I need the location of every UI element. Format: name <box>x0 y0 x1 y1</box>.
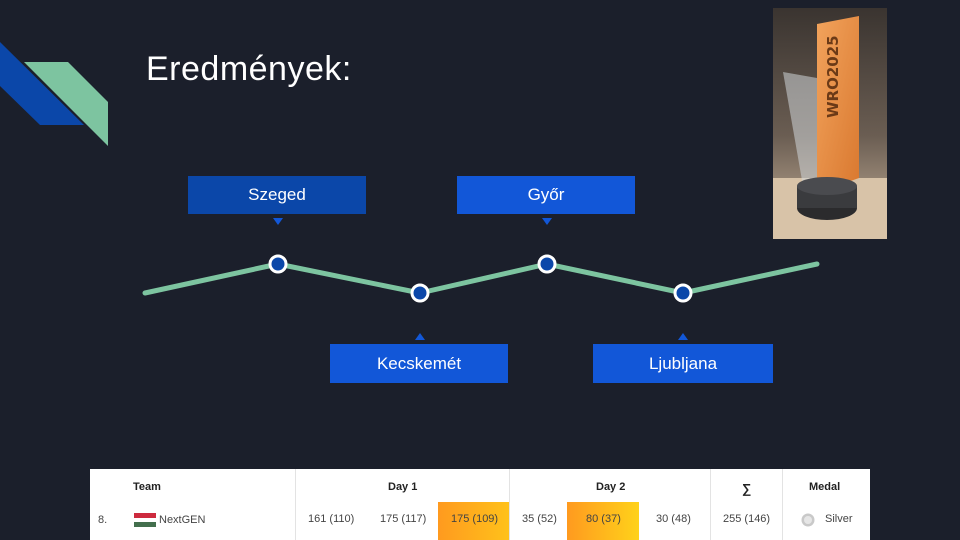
hungary-flag-icon <box>134 513 156 527</box>
pointer-ljubljana <box>678 333 688 340</box>
trophy-text: WRO2025 <box>824 35 842 118</box>
city-label-ljubljana: Ljubljana <box>593 344 773 383</box>
timeline-line <box>142 261 820 296</box>
corner-decoration <box>0 42 108 146</box>
page-title: Eredmények: <box>146 50 352 88</box>
day1-score: 175 (109) <box>451 513 499 525</box>
timeline-node <box>537 254 557 274</box>
day2-score: 30 (48) <box>656 513 691 525</box>
header-team: Team <box>133 481 161 493</box>
highlight-cell <box>438 502 510 540</box>
header-medal: Medal <box>809 481 841 493</box>
city-label-kecskemet: Kecskemét <box>330 344 508 383</box>
medal-label: Silver <box>825 513 853 525</box>
header-sum: ∑ <box>742 481 752 496</box>
city-label-szeged: Szeged <box>188 176 366 214</box>
timeline-node <box>268 254 288 274</box>
header-day1: Day 1 <box>388 481 418 493</box>
day2-score: 35 (52) <box>522 513 557 525</box>
pointer-kecskemet <box>415 333 425 340</box>
day1-score: 161 (110) <box>308 513 355 525</box>
timeline-node <box>410 283 430 303</box>
silver-medal-icon <box>801 513 815 527</box>
pointer-gyor <box>542 218 552 225</box>
results-table: Team Day 1 Day 2 ∑ Medal 8. NextGEN 161 … <box>90 469 870 540</box>
team-name: NextGEN <box>159 514 206 526</box>
total-score: 255 (146) <box>723 513 771 525</box>
pointer-szeged <box>273 218 283 225</box>
header-day2: Day 2 <box>596 481 626 493</box>
trophy-photo: WRO2025 <box>773 8 887 239</box>
timeline-node <box>673 283 693 303</box>
day1-score: 175 (117) <box>380 513 427 525</box>
timeline <box>142 218 820 340</box>
highlight-cell <box>567 502 639 540</box>
rank: 8. <box>98 514 108 526</box>
city-label-gyor: Győr <box>457 176 635 214</box>
day2-score: 80 (37) <box>586 513 621 525</box>
